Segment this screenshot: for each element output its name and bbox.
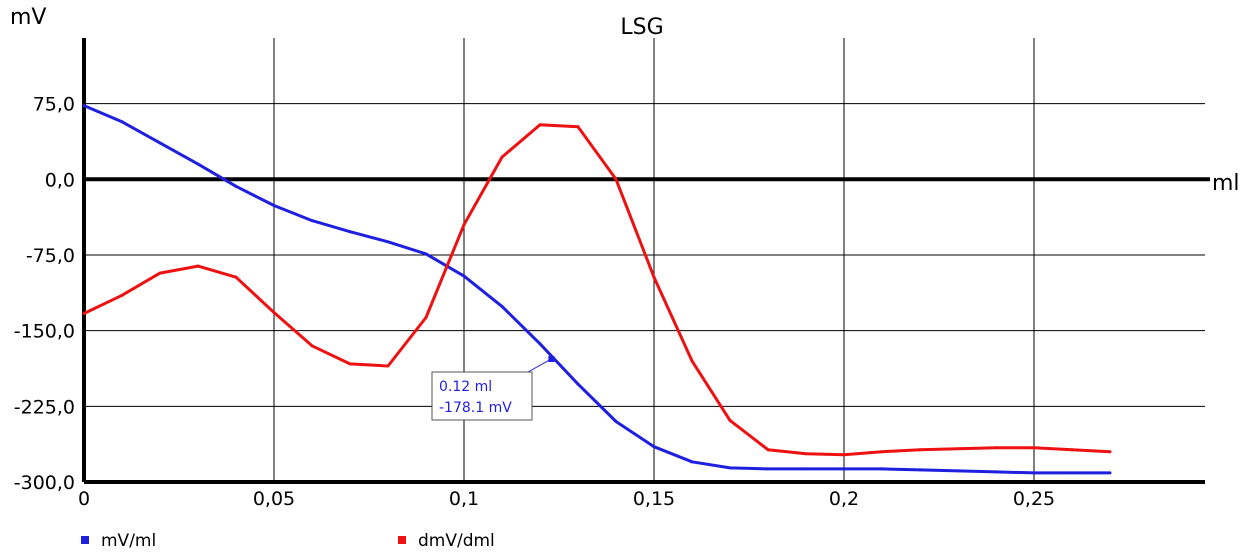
series-0-point-4 (234, 184, 238, 188)
series-1-point-16 (690, 359, 694, 363)
chart-title: LSG (620, 15, 663, 40)
annotation-marker (548, 355, 555, 362)
annotation: 0.12 ml -178.1 mV (431, 355, 555, 421)
series-0-point-22 (918, 468, 922, 472)
legend-swatch-mv (81, 536, 89, 544)
tick-labels: 0 0,05 0,1 0,15 0,2 0,25 75,0 0,0 -75,0 -150,0 -22… (14, 94, 1055, 510)
y-tick-label-5: -300,0 (14, 472, 75, 494)
series-0-point-7 (348, 230, 352, 234)
series-0-point-13 (576, 382, 580, 386)
series-0-point-19 (804, 467, 808, 471)
series-0-point-26 (1070, 471, 1074, 475)
series-lines (82, 104, 1112, 475)
x-tick-label-2: 0,1 (449, 488, 479, 510)
series-1-point-3 (196, 264, 200, 268)
legend: mV/ml dmV/dml (81, 531, 495, 551)
y-tick-label-0: 75,0 (33, 94, 75, 116)
series-1-point-6 (310, 344, 314, 348)
series-0-point-11 (500, 304, 504, 308)
annotation-leader (527, 358, 552, 373)
series-0-point-9 (424, 252, 428, 256)
x-axis-label: ml (1212, 171, 1240, 196)
series-0-point-6 (310, 219, 314, 223)
legend-label-dmv: dmV/dml (418, 531, 495, 551)
series-0-point-24 (994, 470, 998, 474)
series-line-0 (83, 104, 1110, 475)
series-1-point-17 (728, 418, 732, 422)
series-1-point-14 (614, 177, 618, 181)
series-0-point-20 (842, 467, 846, 471)
series-0-point-8 (386, 240, 390, 244)
series-1-point-0 (82, 311, 86, 315)
series-1-point-15 (652, 275, 656, 279)
series-1-point-5 (272, 310, 276, 314)
y-axis-label: mV (10, 5, 46, 30)
series-0-point-0 (82, 104, 86, 108)
series-1-point-2 (158, 271, 162, 275)
x-tick-label-4: 0,2 (829, 488, 859, 510)
series-1-point-19 (804, 452, 808, 456)
series-1-point-22 (918, 448, 922, 452)
series-0-point-25 (1032, 471, 1036, 475)
series-line-1 (83, 123, 1111, 457)
legend-label-mv: mV/ml (101, 531, 156, 551)
series-0-point-2 (158, 141, 162, 145)
y-tick-label-2: -75,0 (26, 245, 75, 267)
series-1-point-24 (994, 446, 998, 450)
series-1-point-18 (766, 448, 770, 452)
grid-lines (84, 38, 1205, 482)
x-tick-label-0: 0 (78, 488, 90, 510)
annotation-line-2: -178.1 mV (439, 400, 512, 416)
series-1-point-7 (348, 362, 352, 366)
series-1-point-13 (576, 125, 580, 129)
series-1-point-10 (462, 223, 466, 227)
series-0-point-23 (956, 469, 960, 473)
series-1-point-12 (538, 123, 542, 127)
series-0-point-14 (614, 419, 618, 423)
series-0-point-12 (538, 342, 542, 346)
series-1-point-27 (1108, 450, 1112, 454)
annotation-line-1: 0.12 ml (439, 379, 492, 395)
series-1-point-20 (842, 453, 846, 457)
series-1-point-8 (386, 364, 390, 368)
series-0-point-1 (120, 120, 124, 124)
series-1-point-11 (500, 155, 504, 159)
legend-swatch-dmv (398, 536, 406, 544)
annotation-box (431, 371, 533, 421)
series-1-point-21 (880, 450, 884, 454)
y-tick-label-1: 0,0 (45, 169, 75, 191)
series-0-point-3 (196, 162, 200, 166)
series-0-point-21 (880, 467, 884, 471)
series-1-point-1 (120, 293, 124, 297)
y-tick-label-4: -225,0 (14, 396, 75, 418)
series-0-point-17 (728, 466, 732, 470)
series-1-point-26 (1070, 448, 1074, 452)
x-tick-label-5: 0,25 (1013, 488, 1055, 510)
series-0-point-10 (462, 274, 466, 278)
series-0-point-5 (272, 204, 276, 208)
series-0-point-15 (652, 445, 656, 449)
series-0-point-27 (1108, 471, 1112, 475)
x-tick-label-3: 0,15 (633, 488, 675, 510)
series-0-point-16 (690, 460, 694, 464)
series-1-point-23 (956, 447, 960, 451)
series-1-point-25 (1032, 446, 1036, 450)
series-1-point-9 (424, 316, 428, 320)
x-tick-label-1: 0,05 (253, 488, 295, 510)
y-tick-label-3: -150,0 (14, 321, 75, 343)
series-1-point-4 (234, 275, 238, 279)
series-0-point-18 (766, 467, 770, 471)
axes (82, 38, 1210, 484)
